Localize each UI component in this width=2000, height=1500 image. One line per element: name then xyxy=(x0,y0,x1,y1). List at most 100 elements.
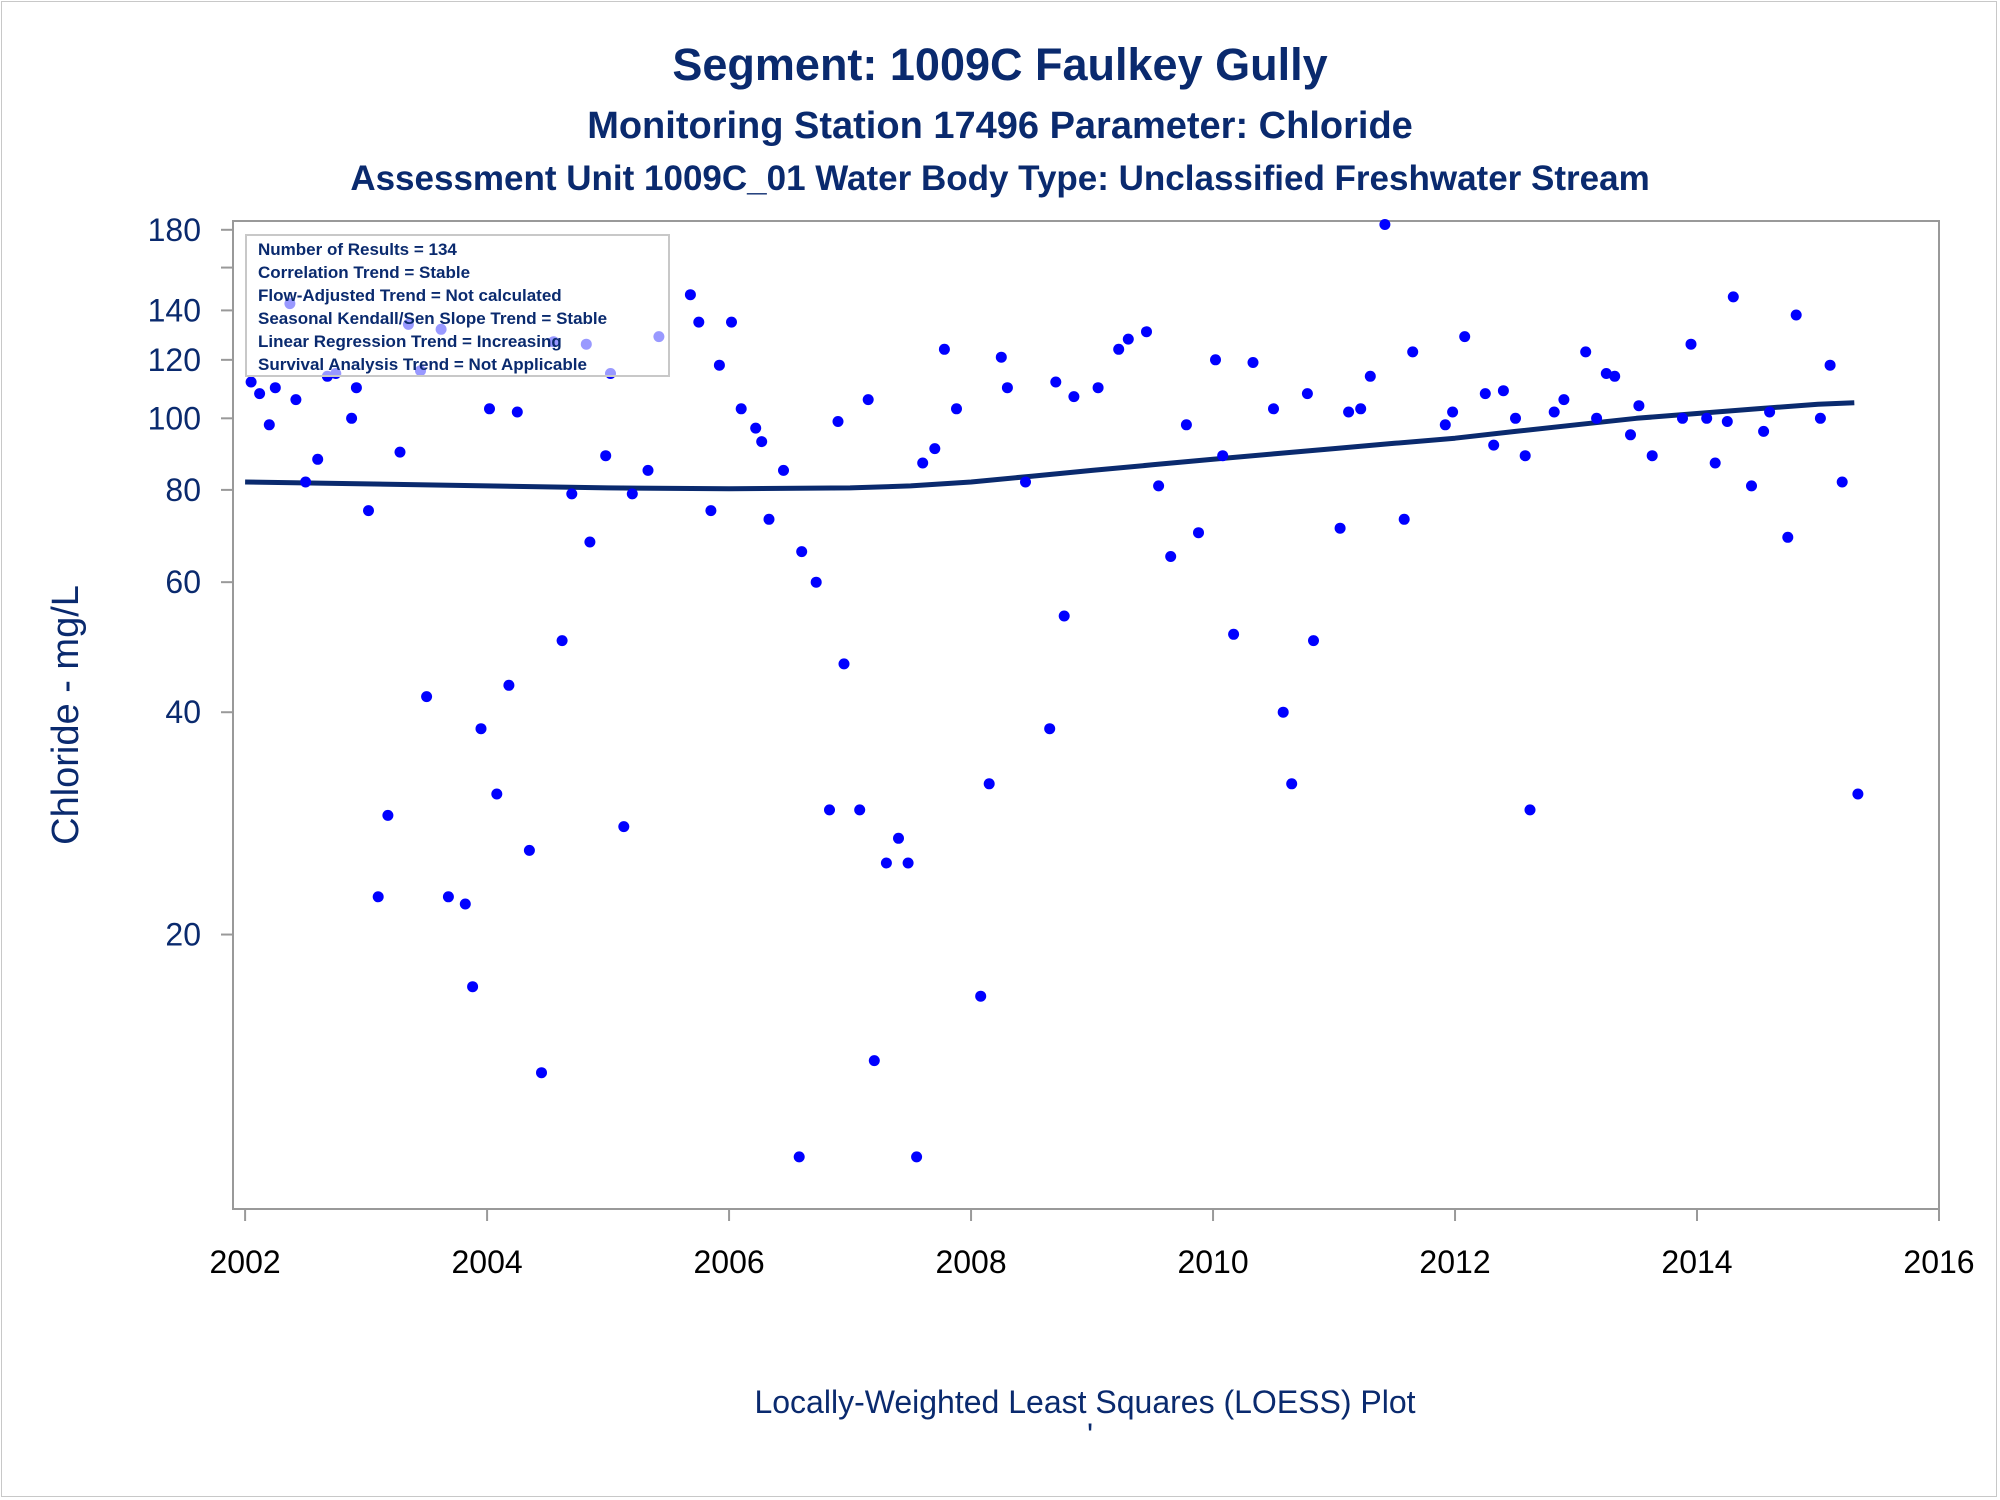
legend-line-correlation: Correlation Trend = Stable xyxy=(258,263,470,282)
data-point xyxy=(793,1151,805,1163)
data-point xyxy=(1364,370,1376,382)
data-point xyxy=(1355,403,1367,415)
data-point xyxy=(750,422,762,434)
data-point xyxy=(854,804,866,816)
legend-line-linear-regression: Linear Regression Trend = Increasing xyxy=(258,332,562,351)
data-point xyxy=(1625,429,1636,441)
x-tick-label: 2012 xyxy=(1419,1244,1490,1280)
data-point xyxy=(1058,610,1070,622)
legend-box: Number of Results = 134 Correlation Tren… xyxy=(245,234,670,377)
data-point xyxy=(600,450,612,462)
data-point xyxy=(1852,788,1864,800)
x-tick-label: 2014 xyxy=(1661,1244,1732,1280)
chart-subtitle: Monitoring Station 17496 Parameter: Chlo… xyxy=(587,105,1413,147)
y-tick-label: 180 xyxy=(148,212,201,248)
data-point xyxy=(269,382,281,394)
data-point xyxy=(346,412,358,424)
data-point xyxy=(911,1151,923,1163)
data-point xyxy=(938,343,950,355)
data-point xyxy=(810,576,822,588)
y-tick-label: 80 xyxy=(165,472,201,508)
data-point xyxy=(1524,804,1536,816)
data-point xyxy=(245,376,257,388)
data-point xyxy=(713,359,725,371)
data-point xyxy=(618,821,630,833)
x-tick-label: 2016 xyxy=(1903,1244,1974,1280)
data-point xyxy=(1228,628,1240,640)
data-point xyxy=(1334,522,1346,534)
data-point xyxy=(263,419,275,431)
data-point xyxy=(735,403,747,415)
data-point xyxy=(372,891,384,903)
data-point xyxy=(1343,406,1355,418)
y-tick-label: 140 xyxy=(148,292,201,328)
data-point xyxy=(1548,406,1560,418)
data-point xyxy=(584,536,596,548)
data-point xyxy=(832,416,844,427)
data-point xyxy=(995,351,1007,363)
data-point xyxy=(1153,480,1165,492)
data-point xyxy=(1217,450,1229,462)
data-point xyxy=(1824,359,1836,371)
legend-frame xyxy=(245,234,670,377)
data-point xyxy=(556,635,568,647)
data-point xyxy=(1479,388,1491,400)
data-point xyxy=(484,403,495,415)
y-axis: 20 40 60 80 100 120 140 180 xyxy=(148,212,233,953)
data-point xyxy=(1558,394,1570,406)
plot-area xyxy=(232,220,1940,1210)
x-tick-label: 2002 xyxy=(210,1244,281,1280)
data-point xyxy=(382,809,394,821)
data-point xyxy=(1519,450,1531,462)
data-point xyxy=(290,394,302,406)
y-tick-label: 100 xyxy=(148,400,201,436)
data-point xyxy=(1701,412,1713,424)
data-point xyxy=(862,394,874,406)
data-point xyxy=(1721,416,1733,427)
data-point xyxy=(1113,343,1125,355)
data-point xyxy=(1301,388,1313,400)
data-point xyxy=(975,990,987,1002)
data-point xyxy=(824,804,835,816)
data-point xyxy=(1497,385,1509,397)
data-point xyxy=(796,546,808,558)
data-point xyxy=(1165,551,1177,562)
data-point xyxy=(642,464,654,476)
data-point xyxy=(1407,346,1419,358)
data-point xyxy=(1814,412,1826,424)
data-point xyxy=(1268,403,1279,415)
data-point xyxy=(467,981,479,993)
y-tick-label: 120 xyxy=(148,342,201,378)
y-axis-label: Chloride - mg/L xyxy=(45,585,87,845)
data-point xyxy=(503,679,515,691)
data-point xyxy=(1600,368,1612,379)
data-point xyxy=(1050,376,1062,388)
data-point xyxy=(566,488,578,500)
data-point xyxy=(1379,219,1391,230)
data-point xyxy=(312,453,324,465)
data-point xyxy=(1685,338,1697,350)
data-point xyxy=(1836,476,1848,488)
data-point xyxy=(1510,412,1521,424)
data-point xyxy=(1122,333,1134,345)
data-point xyxy=(693,316,705,328)
data-point xyxy=(1758,425,1770,437)
data-point xyxy=(523,844,535,856)
data-point xyxy=(902,857,914,869)
data-point xyxy=(880,857,892,869)
legend-line-results: Number of Results = 134 xyxy=(258,240,457,259)
data-point xyxy=(917,457,929,469)
legend-line-seasonal-kendall: Seasonal Kendall/Sen Slope Trend = Stabl… xyxy=(258,309,607,328)
chart-subtitle-2: Assessment Unit 1009C_01 Water Body Type… xyxy=(350,159,1649,198)
data-point xyxy=(491,788,503,800)
data-point xyxy=(300,476,312,488)
data-point xyxy=(1020,476,1031,488)
data-point xyxy=(394,446,406,458)
data-point xyxy=(254,388,266,400)
data-point xyxy=(1459,331,1471,343)
data-point xyxy=(983,778,995,790)
data-point xyxy=(756,436,768,448)
data-point xyxy=(778,464,789,476)
data-point xyxy=(350,382,362,394)
